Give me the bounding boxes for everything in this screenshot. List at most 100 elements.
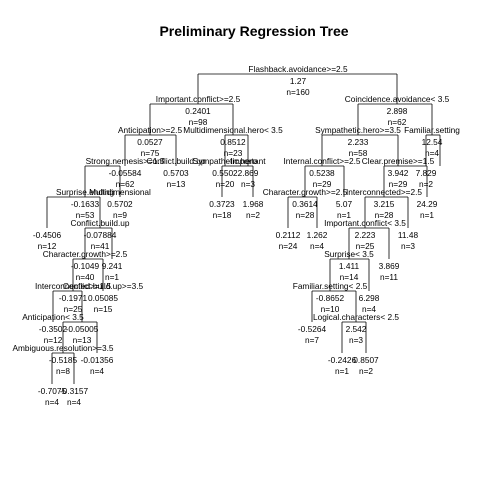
node-value-label: 0.2401 (185, 106, 211, 116)
node-count-label: n=4 (362, 304, 376, 314)
node-split-label: Surprise.ending (56, 187, 115, 197)
node-value-label: 1.968 (243, 199, 264, 209)
node-count-label: n=1 (420, 210, 434, 220)
node-value-label: -0.2426 (328, 355, 357, 365)
node-value-label: -0.7075 (38, 386, 67, 396)
node-count-label: n=3 (401, 241, 415, 251)
node-split-label: Sympathetic.hero>=3.5 (315, 125, 401, 135)
node-count-label: n=58 (349, 148, 368, 158)
node-count-label: n=7 (305, 335, 319, 345)
node-split-label: Conflict.build.up>=3.5 (63, 281, 144, 291)
node-value-label: 2.223 (355, 230, 376, 240)
node-value-label: -0.01356 (81, 355, 114, 365)
node-value-label: 0.3614 (292, 199, 318, 209)
node-count-label: n=15 (94, 304, 113, 314)
node-count-label: n=2 (246, 210, 260, 220)
node-count-label: n=11 (380, 272, 398, 282)
node-split-label: Familiar.setting (404, 125, 460, 135)
node-value-label: -0.1971 (59, 293, 88, 303)
node-split-label: Sympathetic.hero (193, 156, 258, 166)
node-split-label: Anticipation< 3.5 (22, 312, 84, 322)
node-value-label: 2.233 (348, 137, 369, 147)
node-split-label: Character.growth>=2.5 (43, 249, 128, 259)
tree-edges (46, 73, 441, 384)
node-value-label: 0.5502 (212, 168, 238, 178)
node-value-label: 1.262 (307, 230, 328, 240)
node-split-label: Multidimensional.hero< 3.5 (183, 125, 283, 135)
node-count-label: n=12 (38, 241, 57, 251)
node-count-label: n=2 (359, 366, 373, 376)
node-split-label: Interconnected>=1.5 (35, 281, 111, 291)
node-count-label: n=9 (113, 210, 127, 220)
node-count-label: n=25 (356, 241, 375, 251)
node-value-label: 0.0527 (137, 137, 163, 147)
node-value-label: -0.1049 (71, 261, 100, 271)
node-split-label: Conflict.build.up (146, 156, 205, 166)
node-count-label: n=25 (64, 304, 83, 314)
node-count-label: n=13 (73, 335, 92, 345)
node-value-label: 2.542 (346, 324, 367, 334)
tree-node: Flashback.avoidance>=2.5 1.27n=160 (248, 64, 348, 97)
node-value-label: 3.869 (379, 261, 400, 271)
node-split-label: Multidimensional (89, 187, 151, 197)
node-value-label: 1.27 (290, 76, 307, 86)
node-count-label: n=13 (167, 179, 186, 189)
node-split-label: Anticipation>=2.5 (118, 125, 183, 135)
node-split-label: Internal.conflict>=2.5 (283, 156, 360, 166)
node-count-label: n=53 (76, 210, 95, 220)
node-count-label: n=160 (286, 87, 310, 97)
node-split-label: Familiar.setting< 2.5 (293, 281, 368, 291)
node-value-label: 0.3723 (209, 199, 235, 209)
node-count-label: n=28 (296, 210, 315, 220)
node-count-label: n=4 (90, 366, 104, 376)
node-count-label: n=4 (310, 241, 324, 251)
node-count-label: n=8 (56, 366, 70, 376)
node-count-label: n=14 (340, 272, 359, 282)
node-value-label: 1.411 (339, 261, 360, 271)
node-value-label: -0.07884 (84, 230, 117, 240)
node-value-label: 11.48 (398, 230, 419, 240)
node-split-label: Ambiguous.resolution>=3.5 (12, 343, 113, 353)
tree-node: 24.29n=1 (417, 199, 438, 220)
node-split-label: Important.conflict< 3.5 (324, 218, 406, 228)
node-value-label: -0.3502 (39, 324, 68, 334)
tree-node: Familiar.setting 12.54n=4 (404, 125, 460, 158)
node-value-label: 0.8507 (353, 355, 379, 365)
node-value-label: 0.5703 (163, 168, 189, 178)
node-value-label: 0.2112 (276, 230, 301, 240)
node-count-label: n=1 (105, 272, 119, 282)
node-count-label: n=62 (388, 117, 407, 127)
node-value-label: -0.3157 (60, 386, 89, 396)
node-split-label: Conflict.build.up (70, 218, 129, 228)
node-count-label: n=1 (335, 366, 349, 376)
node-count-label: n=4 (67, 397, 81, 407)
node-split-label: Important.conflict>=2.5 (156, 94, 241, 104)
node-split-label: Important (230, 156, 266, 166)
node-count-label: n=1 (337, 210, 351, 220)
node-count-label: n=29 (389, 179, 408, 189)
tree-node: 11.48n=3 (398, 230, 419, 251)
node-value-label: -0.5185 (49, 355, 78, 365)
